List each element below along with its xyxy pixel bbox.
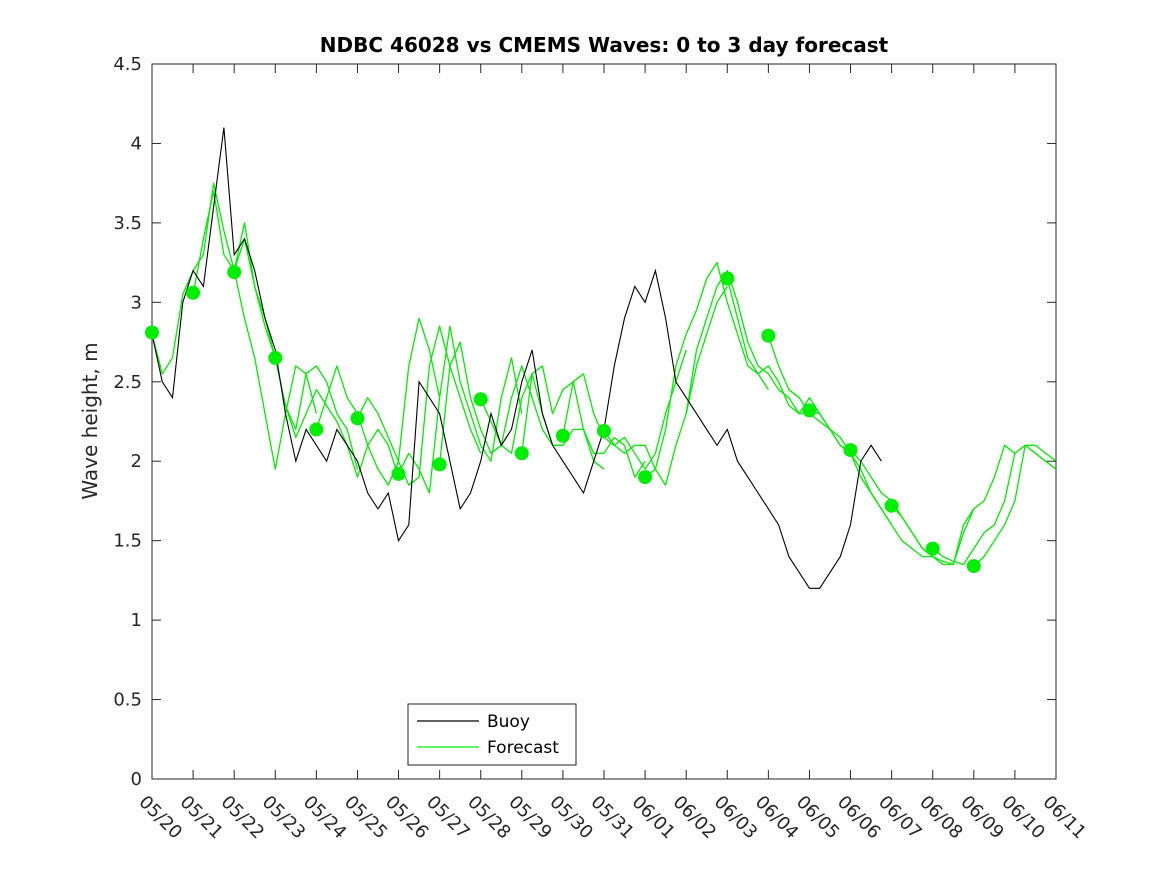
x-tick-label-21: 06/10 — [997, 792, 1049, 844]
forecast-marker-3 — [268, 350, 283, 365]
x-tick-label-19: 06/08 — [915, 792, 967, 844]
x-tick-label-16: 06/05 — [792, 792, 844, 844]
forecast-marker-4 — [309, 422, 324, 437]
x-tick-label-6: 05/26 — [381, 792, 433, 844]
forecast-line-run-12 — [644, 261, 769, 478]
forecast-marker-11 — [597, 424, 611, 438]
forecast-marker-0 — [145, 325, 159, 340]
forecast-line-run-11 — [603, 286, 728, 486]
forecast-marker-13 — [720, 271, 735, 286]
x-tick-label-17: 06/06 — [833, 792, 885, 844]
forecast-marker-18 — [925, 541, 940, 556]
forecast-marker-10 — [555, 428, 570, 443]
forecast-line-run-4 — [315, 317, 441, 486]
legend-label-buoy: Buoy — [487, 712, 530, 732]
x-tick-label-5: 05/25 — [340, 792, 392, 844]
forecast-marker-9 — [514, 446, 529, 461]
y-tick-label-3: 1.5 — [113, 531, 142, 552]
x-tick-label-8: 05/28 — [463, 792, 515, 844]
x-tick-label-4: 05/24 — [299, 792, 351, 844]
y-tick-label-7: 3.5 — [113, 213, 142, 234]
forecast-line-run-9 — [521, 365, 646, 478]
x-tick-label-18: 06/07 — [874, 792, 926, 844]
forecast-line-run-16 — [809, 409, 933, 558]
forecast-line-run-13 — [685, 269, 810, 415]
x-tick-label-12: 06/01 — [628, 792, 680, 844]
x-tick-label-7: 05/27 — [422, 792, 474, 844]
x-tick-label-10: 05/30 — [545, 792, 597, 844]
x-tick-label-11: 05/31 — [586, 792, 638, 844]
x-tick-label-15: 06/04 — [751, 792, 803, 844]
legend-label-forecast: Forecast — [487, 738, 559, 758]
forecast-marker-14 — [761, 328, 776, 343]
x-tick-label-3: 05/23 — [258, 792, 310, 844]
y-axis-label: Wave height, m — [78, 342, 102, 499]
y-tick-label-8: 4 — [131, 133, 142, 154]
y-tick-label-4: 2 — [131, 451, 142, 472]
forecast-marker-12 — [638, 470, 653, 485]
forecast-marker-19 — [966, 559, 981, 574]
y-tick-label-1: 0.5 — [113, 690, 142, 711]
forecast-marker-2 — [227, 265, 242, 280]
forecast-line-run-19 — [932, 444, 1057, 566]
forecast-marker-17 — [884, 498, 899, 513]
x-tick-label-20: 06/09 — [956, 792, 1008, 844]
forecast-marker-5 — [350, 411, 365, 426]
forecast-marker-16 — [843, 443, 858, 458]
y-tick-label-9: 4.5 — [113, 54, 142, 75]
x-tick-label-1: 05/21 — [176, 792, 228, 844]
forecast-marker-15 — [802, 403, 817, 418]
forecast-marker-7 — [432, 457, 447, 472]
x-tick-label-13: 06/02 — [669, 792, 721, 844]
legend-box — [407, 703, 577, 766]
legend: Buoy Forecast — [407, 703, 577, 766]
forecast-line-run-5 — [356, 325, 482, 486]
chart-title: NDBC 46028 vs CMEMS Waves: 0 to 3 day fo… — [320, 33, 889, 57]
x-tick-label-9: 05/29 — [504, 792, 556, 844]
forecast-line-run-2 — [233, 222, 359, 470]
forecast-line-run-10 — [562, 349, 687, 470]
forecast-line-run-3 — [274, 357, 400, 478]
forecast-line-run-20 — [973, 444, 1057, 567]
x-tick-label-2: 05/22 — [217, 792, 269, 844]
forecast-marker-8 — [473, 392, 488, 407]
y-tick-label-6: 3 — [131, 292, 142, 313]
buoy-line — [151, 127, 882, 589]
forecast-line-run-18 — [891, 444, 1016, 566]
forecast-line-run-1 — [192, 190, 318, 470]
y-tick-label-0: 0 — [131, 769, 142, 790]
forecast-marker-6 — [391, 466, 406, 481]
x-tick-label-22: 06/11 — [1038, 792, 1090, 844]
forecast-marker-1 — [186, 285, 201, 300]
forecast-line-run-6 — [397, 325, 523, 494]
y-tick-label-5: 2.5 — [113, 372, 142, 393]
y-tick-label-2: 1 — [131, 610, 142, 631]
x-tick-label-14: 06/03 — [710, 792, 762, 844]
data-layer — [145, 127, 1057, 589]
x-tick-label-0: 05/20 — [134, 792, 186, 844]
